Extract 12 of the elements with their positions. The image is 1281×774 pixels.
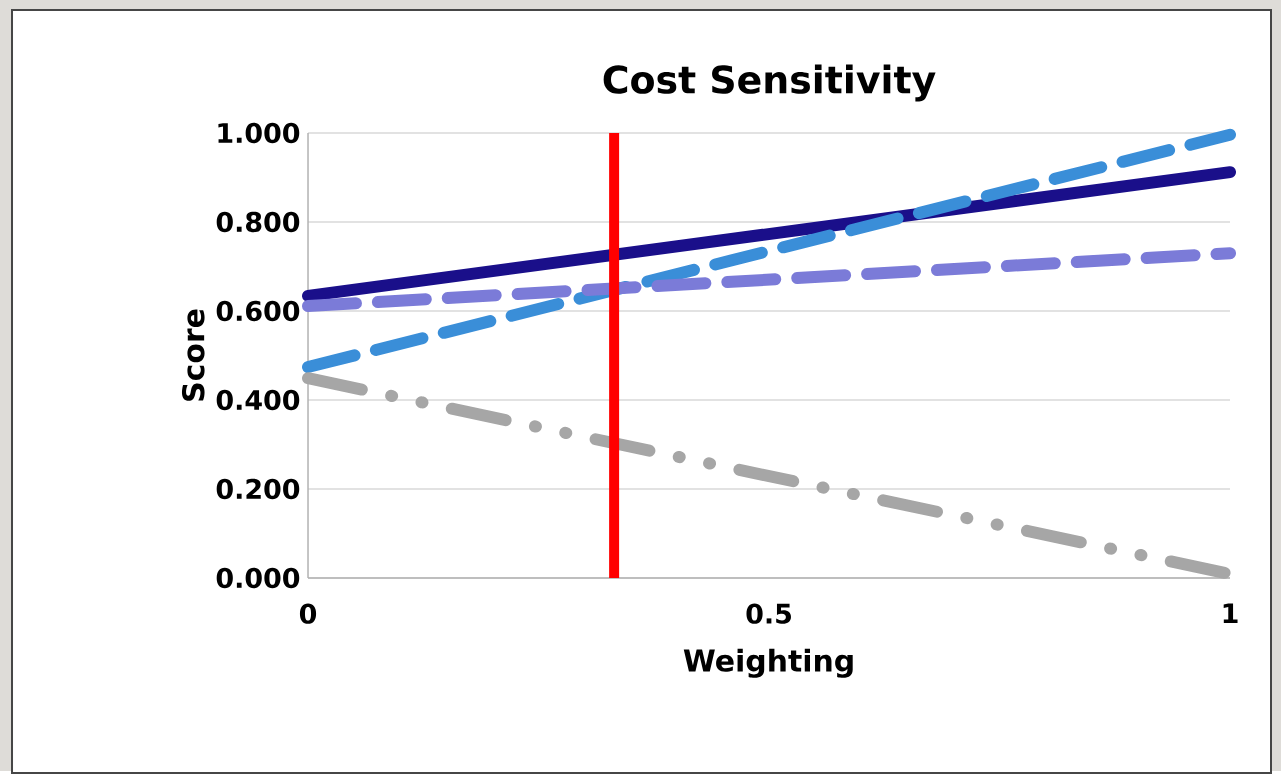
x-tick-label: 0 bbox=[299, 603, 317, 624]
y-tick-label: 0.000 bbox=[216, 567, 300, 589]
x-tick-label: 1 bbox=[1223, 603, 1238, 624]
y-tick-label: 0.600 bbox=[216, 300, 300, 322]
x-axis-title: Weighting bbox=[683, 648, 853, 678]
y-tick-label: 0.200 bbox=[216, 478, 300, 500]
chart-title: Cost Sensitivity bbox=[603, 64, 936, 102]
y-tick-label: 0.800 bbox=[216, 211, 300, 233]
x-tick-label: 0.5 bbox=[746, 603, 791, 624]
y-axis-title: Score bbox=[181, 309, 205, 401]
y-tick-label: 1.000 bbox=[218, 122, 300, 144]
y-tick-label: 0.400 bbox=[216, 389, 300, 411]
